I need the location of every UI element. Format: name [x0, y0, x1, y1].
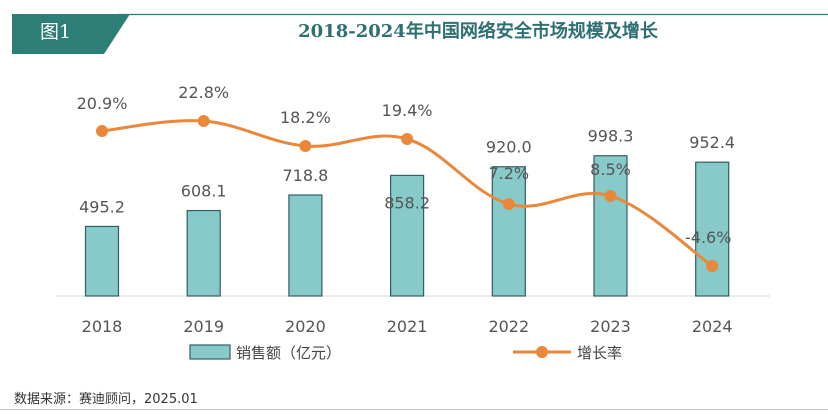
- bar-value-label-2020: 718.8: [282, 166, 328, 185]
- legend-label-sales: 销售额（亿元）: [236, 344, 341, 362]
- growth-point-2018: [96, 125, 108, 137]
- source-note: 数据来源：赛迪顾问，2025.01: [14, 392, 198, 407]
- figure-label-tab: [12, 14, 130, 54]
- growth-point-2023: [604, 190, 617, 202]
- growth-point-2022: [502, 198, 515, 210]
- figure-label: 图1: [40, 21, 72, 43]
- growth-label-2019: 22.8%: [178, 83, 229, 102]
- bar-value-label-2022: 920.0: [486, 138, 532, 157]
- bar-value-label-2024: 952.4: [689, 133, 735, 152]
- bar-value-label-2023: 998.3: [588, 127, 634, 146]
- bar-value-label-2019: 608.1: [181, 182, 227, 201]
- header: 图1 2018-2024年中国网络安全市场规模及增长: [0, 0, 828, 60]
- legend-label-growth: 增长率: [577, 344, 622, 362]
- x-tick-2022: 2022: [488, 317, 529, 336]
- growth-point-2021: [401, 133, 414, 145]
- x-tick-2023: 2023: [590, 317, 631, 336]
- bar-value-label-2018: 495.2: [79, 197, 125, 216]
- legend-marker-growth: [536, 346, 548, 358]
- x-tick-2019: 2019: [183, 317, 224, 336]
- header-rule: [118, 13, 828, 16]
- bottom-rule: [0, 409, 828, 410]
- chart: 495.2 608.1 718.8 858.2 920.0 998.3 952.4 20.9…: [55, 83, 770, 362]
- bar-2022: [491, 166, 526, 297]
- growth-label-2023: 8.5%: [590, 160, 631, 179]
- legend-swatch-sales: [189, 344, 231, 360]
- bar-value-label-2021: 858.2: [384, 193, 430, 212]
- growth-point-2024: [706, 260, 719, 272]
- bar-2021: [390, 174, 425, 297]
- growth-label-2024: -4.6%: [685, 228, 731, 247]
- x-tick-2024: 2024: [692, 317, 733, 336]
- bar-2018: [84, 225, 120, 297]
- x-tick-2020: 2020: [285, 317, 326, 336]
- bar-2024: [695, 161, 730, 297]
- x-tick-2018: 2018: [82, 317, 123, 336]
- growth-point-2020: [299, 140, 312, 152]
- growth-label-2020: 18.2%: [280, 108, 331, 127]
- x-tick-2021: 2021: [387, 317, 428, 336]
- chart-title: 2018-2024年中国网络安全市场规模及增长: [298, 21, 658, 42]
- bar-2019: [186, 209, 221, 297]
- bar-2023: [593, 155, 628, 297]
- bar-2020: [288, 194, 323, 297]
- growth-point-2019: [197, 115, 210, 127]
- growth-label-2022: 7.2%: [488, 164, 529, 183]
- legend: 销售额（亿元） 增长率: [189, 344, 622, 362]
- growth-label-2021: 19.4%: [382, 101, 433, 120]
- growth-label-2018: 20.9%: [77, 94, 128, 113]
